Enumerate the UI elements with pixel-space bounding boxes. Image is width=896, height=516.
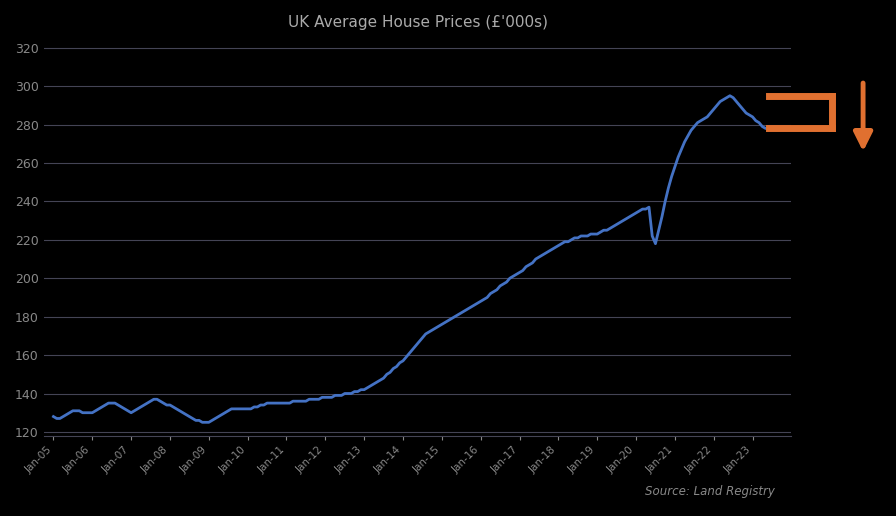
Title: UK Average House Prices (£'000s): UK Average House Prices (£'000s) xyxy=(288,15,547,30)
Text: Source: Land Registry: Source: Land Registry xyxy=(645,486,775,498)
